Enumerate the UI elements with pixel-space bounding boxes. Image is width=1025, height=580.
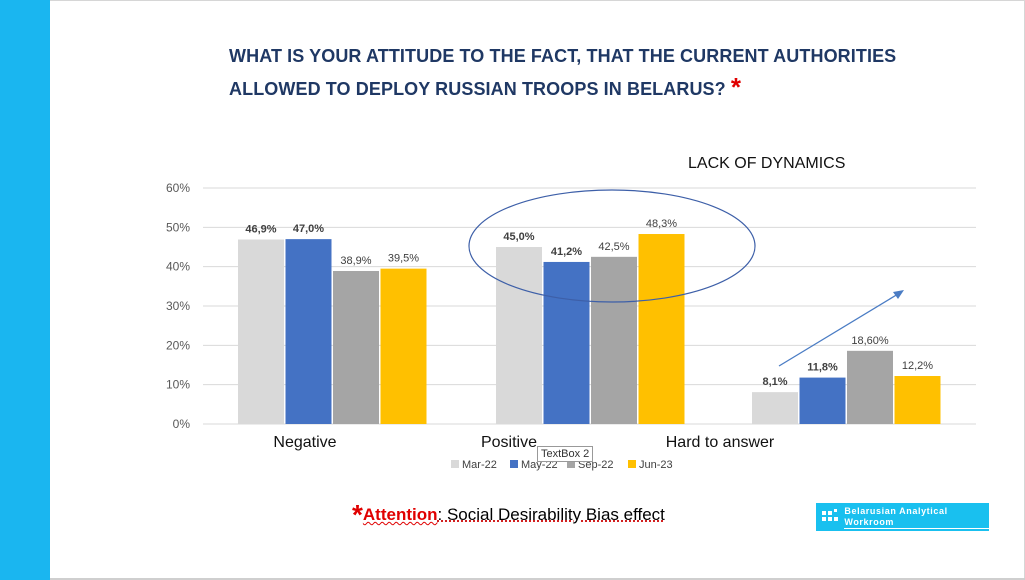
trend-arrow-head — [893, 290, 904, 299]
data-label: 42,5% — [598, 241, 629, 253]
x-category-label: Hard to answer — [666, 434, 775, 451]
trend-arrow — [778, 293, 899, 367]
bar — [894, 376, 941, 424]
data-label: 38,9% — [340, 255, 371, 267]
y-tick-label: 40% — [166, 260, 190, 274]
y-tick-label: 0% — [173, 417, 191, 431]
side-accent-bar — [0, 0, 50, 580]
title-asterisk: * — [730, 72, 742, 102]
bar — [752, 392, 798, 424]
data-label: 39,5% — [388, 253, 419, 265]
footnote: *Attention: Social Desirability Bias eff… — [352, 499, 665, 537]
legend-swatch — [567, 460, 575, 468]
logo-dots-icon — [820, 508, 840, 526]
bar — [333, 270, 379, 424]
legend-swatch — [510, 460, 518, 468]
footnote-text: : Social Desirability Bias effect — [437, 505, 665, 524]
footnote-attention: Attention — [362, 505, 438, 524]
slide-bottom-border — [50, 578, 1025, 580]
bar — [380, 268, 427, 424]
data-label: 41,2% — [551, 246, 582, 258]
textbox-tooltip[interactable]: TextBox 2 — [537, 446, 594, 462]
legend-swatch — [628, 460, 636, 468]
logo-text: Belarusian Analytical Workroom — [844, 506, 989, 529]
data-label: 18,60% — [851, 335, 889, 347]
data-label: 11,8% — [807, 362, 838, 374]
data-label: 46,9% — [245, 224, 276, 236]
bar — [543, 261, 590, 424]
legend-label: Mar-22 — [462, 459, 497, 471]
highlight-ellipse — [468, 189, 756, 303]
data-label: 48,3% — [646, 218, 677, 230]
y-tick-label: 10% — [166, 378, 190, 392]
legend-label: Sep-22 — [578, 459, 613, 471]
bar — [799, 377, 846, 424]
bar — [591, 256, 637, 424]
data-label: 12,2% — [902, 360, 933, 372]
slide-top-border — [50, 0, 1025, 1]
lack-of-dynamics-label: LACK OF DYNAMICS — [688, 155, 846, 172]
data-label: 45,0% — [503, 231, 534, 243]
legend-label: Jun-23 — [639, 459, 673, 471]
title-text: WHAT IS YOUR ATTITUDE TO THE FACT, THAT … — [229, 46, 897, 99]
bar — [847, 350, 893, 424]
x-category-label: Positive — [481, 434, 537, 451]
bar — [238, 239, 284, 424]
x-category-label: Negative — [273, 434, 336, 451]
bar — [285, 239, 332, 424]
legend-swatch — [451, 460, 459, 468]
y-tick-label: 50% — [166, 220, 190, 234]
footnote-asterisk: * — [352, 499, 363, 530]
legend-label: May-22 — [521, 459, 558, 471]
y-tick-label: 60% — [166, 181, 190, 195]
data-label: 8,1% — [762, 376, 787, 388]
bar — [638, 234, 685, 424]
y-tick-label: 30% — [166, 299, 190, 313]
y-tick-label: 20% — [166, 338, 190, 352]
slide-title: WHAT IS YOUR ATTITUDE TO THE FACT, THAT … — [229, 40, 989, 106]
bar — [496, 247, 542, 424]
data-label: 47,0% — [293, 223, 324, 235]
brand-logo: Belarusian Analytical Workroom — [816, 503, 989, 531]
